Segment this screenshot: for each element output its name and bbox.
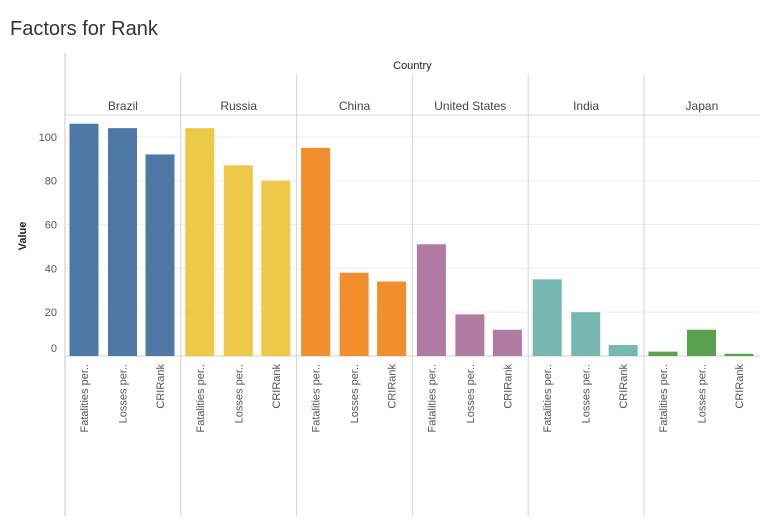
bar-brazil-1 bbox=[108, 128, 137, 356]
country-label-brazil: Brazil bbox=[108, 99, 138, 113]
category-label: Losses per.. bbox=[465, 364, 477, 423]
category-label: CRIRank bbox=[502, 364, 514, 409]
category-label: Fatalities per.. bbox=[542, 364, 554, 432]
bar-brazil-0 bbox=[69, 123, 99, 356]
y-tick-label: 0 bbox=[51, 343, 57, 355]
bar-india-1 bbox=[571, 312, 601, 356]
y-tick-label: 40 bbox=[45, 263, 57, 275]
y-tick-label: 60 bbox=[45, 220, 57, 232]
country-label-india: India bbox=[573, 99, 599, 113]
category-label: Losses per.. bbox=[233, 364, 245, 423]
category-label: CRIRank bbox=[271, 364, 283, 409]
bar-russia-2 bbox=[261, 180, 291, 356]
y-tick-label: 20 bbox=[45, 307, 57, 319]
category-label: CRIRank bbox=[618, 364, 630, 409]
bar-japan-2 bbox=[724, 353, 754, 356]
bar-india-2 bbox=[608, 345, 638, 356]
country-label-united-states: United States bbox=[434, 99, 506, 113]
bar-united-states-0 bbox=[416, 244, 446, 356]
country-label-china: China bbox=[339, 99, 371, 113]
category-label: Fatalities per.. bbox=[658, 364, 670, 432]
category-label: CRIRank bbox=[155, 364, 167, 409]
y-tick-label: 100 bbox=[39, 132, 57, 144]
bar-china-2 bbox=[377, 281, 407, 356]
category-label: Losses per.. bbox=[118, 364, 130, 423]
category-label: Losses per.. bbox=[697, 364, 709, 423]
bar-japan-0 bbox=[648, 351, 678, 356]
category-label: CRIRank bbox=[387, 364, 399, 409]
bar-russia-1 bbox=[223, 165, 253, 356]
bar-russia-0 bbox=[185, 128, 215, 356]
country-label-japan: Japan bbox=[686, 99, 719, 113]
country-label-russia: Russia bbox=[220, 99, 257, 113]
bar-brazil-2 bbox=[145, 154, 175, 356]
bar-united-states-2 bbox=[492, 329, 522, 356]
y-axis-label: Value bbox=[17, 222, 29, 251]
category-label: Fatalities per.. bbox=[311, 364, 323, 432]
category-label: Fatalities per.. bbox=[195, 364, 207, 432]
column-header-country: Country bbox=[393, 60, 432, 72]
bar-china-0 bbox=[301, 147, 331, 356]
category-label: Fatalities per.. bbox=[79, 364, 91, 432]
category-label: Losses per.. bbox=[581, 364, 593, 423]
chart-title: Factors for Rank bbox=[10, 18, 158, 40]
bar-united-states-1 bbox=[455, 314, 485, 356]
category-label: Losses per.. bbox=[349, 364, 361, 423]
category-label: CRIRank bbox=[734, 364, 746, 409]
category-label: Fatalities per.. bbox=[426, 364, 438, 432]
bar-china-1 bbox=[339, 272, 369, 356]
y-tick-label: 80 bbox=[45, 176, 57, 188]
bar-india-0 bbox=[532, 279, 562, 356]
bar-japan-1 bbox=[687, 329, 716, 356]
